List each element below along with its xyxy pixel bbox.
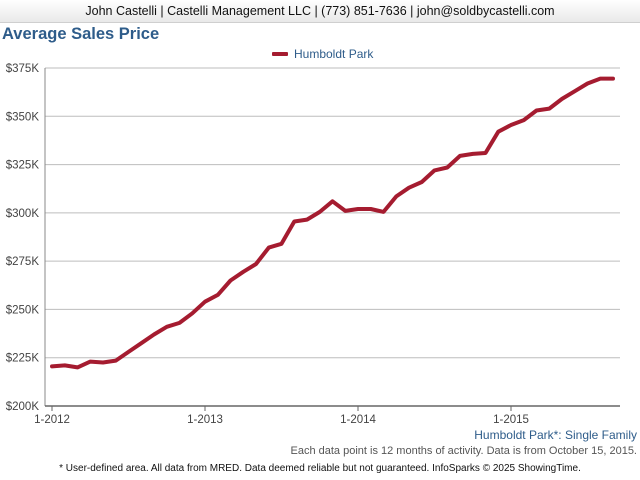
y-tick-label: $300K	[6, 208, 40, 220]
x-tick-label: 1-2015	[493, 414, 529, 426]
y-tick-label: $350K	[6, 111, 40, 123]
y-tick-label: $325K	[6, 160, 40, 172]
y-tick-label: $225K	[6, 353, 40, 365]
grid-lines	[45, 68, 620, 406]
area-caption: Humboldt Park*: Single Family	[474, 428, 637, 442]
line-chart: $200K $225K $250K $275K $300K $325K $350K $375K…	[0, 0, 640, 480]
plot-area	[52, 79, 613, 368]
y-tick-label: $250K	[6, 304, 40, 316]
y-axis: $200K $225K $250K $275K $300K $325K $350K $375K	[6, 63, 45, 413]
x-tick-label: 1-2012	[34, 414, 70, 426]
footer-disclaimer: * User-defined area. All data from MRED.…	[0, 463, 640, 474]
x-tick-label: 1-2014	[340, 414, 376, 426]
y-tick-label: $275K	[6, 256, 40, 268]
x-axis: 1-2012 1-2013 1-2014 1-2015	[34, 406, 620, 426]
data-note: Each data point is 12 months of activity…	[291, 445, 637, 457]
y-tick-label: $375K	[6, 63, 40, 75]
y-tick-label: $200K	[6, 401, 40, 413]
x-tick-label: 1-2013	[187, 414, 223, 426]
series-line-humboldt-park	[52, 79, 613, 368]
